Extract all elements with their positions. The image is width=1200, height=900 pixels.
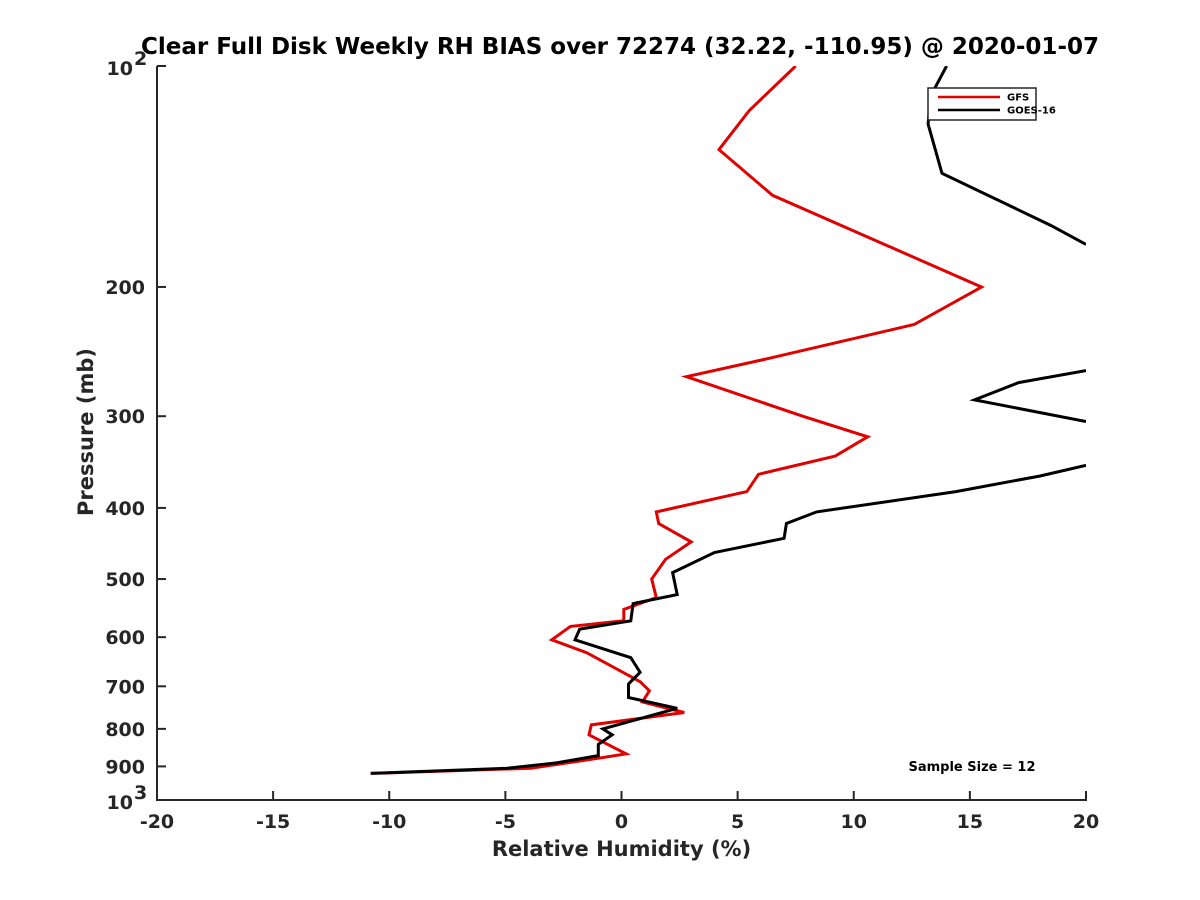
legend: GFS GOES-16 xyxy=(927,87,1056,121)
chart-title: Clear Full Disk Weekly RH BIAS over 7227… xyxy=(141,34,1099,60)
y-tick-label: 10 xyxy=(107,792,133,814)
x-tick-label: -15 xyxy=(256,811,290,833)
x-axis-title: Relative Humidity (%) xyxy=(492,837,751,861)
y-tick-label: 700 xyxy=(105,676,145,698)
x-tick-label: 15 xyxy=(957,811,983,833)
series-line-goes-16 xyxy=(969,369,1086,423)
x-tick-label: -20 xyxy=(140,811,174,833)
y-tick-label: 300 xyxy=(105,406,145,428)
x-tick-label: 0 xyxy=(615,811,628,833)
series-line-gfs xyxy=(370,66,985,775)
x-tick-label: 5 xyxy=(731,811,744,833)
x-tick-label: 10 xyxy=(841,811,867,833)
y-tick-label: 600 xyxy=(105,627,145,649)
y-tick-exponent: 3 xyxy=(134,782,147,804)
y-tick-label: 400 xyxy=(105,498,145,520)
legend-box xyxy=(927,87,1037,121)
x-tick-label: -5 xyxy=(495,811,516,833)
x-tick-label: -10 xyxy=(372,811,406,833)
legend-label-goes-16: GOES-16 xyxy=(1007,106,1056,117)
y-tick-label: 800 xyxy=(105,719,145,741)
y-tick-label: 10 xyxy=(107,58,133,80)
y-tick-exponent: 2 xyxy=(134,48,147,70)
y-axis-title: Pressure (mb) xyxy=(74,348,98,516)
series-line-goes-16 xyxy=(370,463,1086,775)
y-tick-label: 200 xyxy=(105,277,145,299)
sample-size-annotation: Sample Size = 12 xyxy=(908,760,1035,775)
legend-label-gfs: GFS xyxy=(1007,93,1029,104)
y-tick-label: 500 xyxy=(105,569,145,591)
y-tick-label: 900 xyxy=(105,756,145,778)
series-layer xyxy=(370,66,1086,775)
x-tick-label: 20 xyxy=(1073,811,1099,833)
